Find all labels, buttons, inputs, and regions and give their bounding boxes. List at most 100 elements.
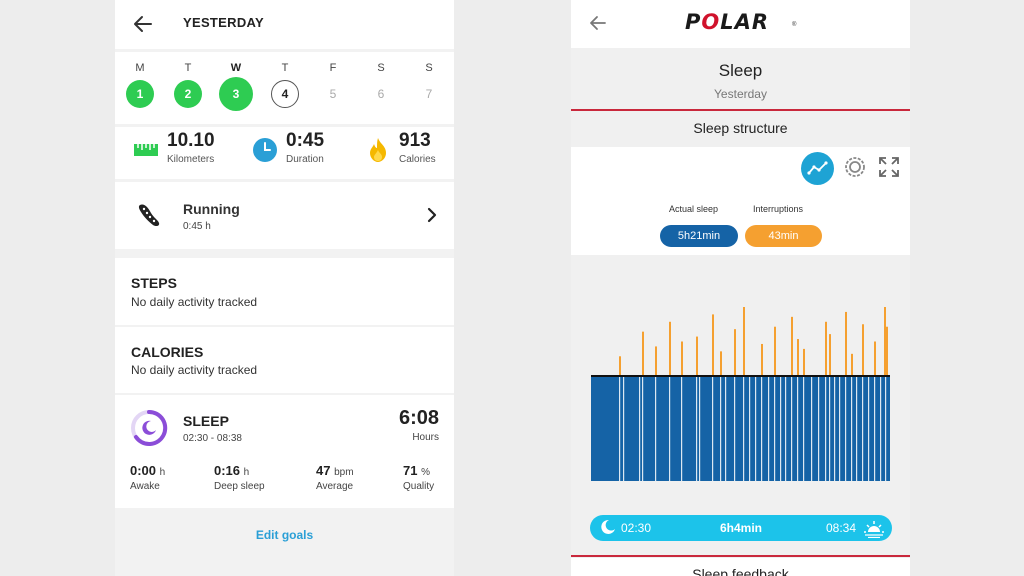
interruption-bar [797, 339, 799, 376]
day-letter: F [329, 62, 337, 74]
interruption-bar [791, 316, 793, 376]
sleep-duration: 6h4min [719, 521, 762, 535]
sleep-start-time: 02:30 [621, 521, 652, 535]
interruption-bar [851, 353, 853, 376]
sleep-gap [768, 376, 770, 481]
day-wednesday[interactable]: W 3 [219, 62, 253, 111]
running-shoe-icon [138, 204, 160, 227]
calories-card[interactable]: CALORIES No daily activity tracked [115, 327, 454, 393]
day-circle: 3 [219, 77, 253, 111]
sleep-gap [623, 376, 625, 481]
day-circle: 4 [271, 80, 299, 108]
ring-view-icon[interactable] [843, 155, 867, 179]
week-strip: M 1 T 2 W 3 T 4 F 5 S 6 S 7 [115, 52, 454, 124]
sleep-gap [642, 376, 644, 481]
interruption-bar [803, 348, 805, 376]
interruption-bar [874, 341, 876, 376]
sleep-time-range: 02:30 - 08:38 [183, 433, 242, 444]
sleep-gap [655, 376, 657, 481]
sleep-card[interactable]: SLEEP 02:30 - 08:38 6:08 Hours 0:00 h Aw… [115, 395, 454, 508]
stat-label: Kilometers [167, 154, 215, 165]
chevron-right-icon[interactable] [425, 206, 439, 224]
sleep-gap [868, 376, 870, 481]
metric-value: 71 [403, 463, 418, 478]
metric-unit: h [159, 467, 166, 478]
day-tuesday[interactable]: T 2 [171, 62, 205, 108]
actual-sleep-pill: 5h21min [660, 225, 738, 247]
day-monday[interactable]: M 1 [123, 62, 157, 108]
sleep-gap [874, 376, 876, 481]
header: POLAR ® [571, 0, 910, 48]
interruptions-pill: 43min [745, 225, 822, 247]
page-title: Sleep [718, 61, 763, 80]
day-circle: 1 [126, 80, 154, 108]
sunrise-icon [864, 521, 884, 538]
interruption-bar [720, 351, 722, 376]
line-graph-icon [807, 161, 828, 175]
divider [571, 109, 910, 111]
sleep-ring-icon [131, 409, 168, 446]
sleep-gap [681, 376, 683, 481]
interruption-bar [655, 346, 657, 376]
sleep-gap [720, 376, 722, 481]
sleep-gap [785, 376, 787, 481]
metric-label: Quality [403, 481, 435, 492]
section-title: Sleep structure [693, 120, 788, 136]
metric-average-hr: 47 bpm Average [316, 463, 354, 492]
day-letter: T [281, 62, 289, 74]
activity-name: Running [183, 201, 240, 217]
sleep-gap [851, 376, 853, 481]
graph-view-button[interactable] [801, 152, 834, 185]
sleep-gap [749, 376, 751, 481]
sleep-gap [791, 376, 793, 481]
actual-sleep-label: Actual sleep [669, 204, 719, 214]
feedback-section [571, 558, 910, 576]
activity-running-row[interactable]: Running 0:45 h [115, 182, 454, 249]
day-letter: S [377, 62, 385, 74]
suunto-app-screen: YESTERDAY M 1 T 2 W 3 T 4 F 5 S 6 S 7 [115, 0, 454, 576]
interruption-bar [669, 321, 671, 376]
interruption-bar [825, 321, 827, 376]
clock-icon [253, 138, 277, 162]
back-arrow-icon[interactable] [131, 12, 155, 36]
sleep-gap [696, 376, 698, 481]
steps-card[interactable]: STEPS No daily activity tracked [115, 258, 454, 325]
sleep-end-time: 08:34 [826, 521, 857, 535]
registered-mark: ® [792, 22, 797, 28]
summary-stats: 10.10 Kilometers 0:45 Duration 913 Calor… [115, 127, 454, 179]
day-circle: 6 [377, 87, 385, 101]
sleep-gap [880, 376, 882, 481]
ruler-icon [134, 144, 158, 156]
day-letter: S [425, 62, 433, 74]
metric-label: Awake [130, 481, 160, 492]
interruption-bar [696, 336, 698, 376]
day-saturday[interactable]: S 6 [364, 62, 398, 108]
sleep-gap [885, 376, 887, 481]
edit-goals-link[interactable]: Edit goals [255, 528, 314, 542]
metric-value: 0:00 [130, 463, 157, 478]
day-letter: W [230, 62, 242, 74]
sleep-gap [797, 376, 799, 481]
back-arrow-icon[interactable] [587, 12, 609, 34]
sleep-gap [669, 376, 671, 481]
metric-quality: 71 % Quality [403, 463, 434, 492]
sleep-gap [839, 376, 841, 481]
calories-subtitle: No daily activity tracked [131, 363, 258, 377]
sleep-total-hours: 6:08 [398, 407, 439, 429]
day-friday[interactable]: F 5 [316, 62, 350, 108]
day-sunday[interactable]: S 7 [412, 62, 446, 108]
sleep-gap [725, 376, 727, 481]
sleep-gap [862, 376, 864, 481]
interruption-bar [642, 331, 644, 376]
day-thursday[interactable]: T 4 [268, 62, 302, 108]
flame-icon [370, 138, 386, 162]
metric-label: Deep sleep [214, 481, 265, 492]
fullscreen-icon[interactable] [877, 155, 901, 179]
metric-unit: % [421, 467, 430, 478]
sleep-gap [829, 376, 831, 481]
day-letter: T [184, 62, 192, 74]
page-subtitle: Yesterday [714, 87, 767, 101]
sleep-structure-panel: Actual sleep Interruptions 5h21min 43min [571, 147, 910, 255]
interruption-bar [681, 341, 683, 376]
sleep-gap [734, 376, 736, 481]
